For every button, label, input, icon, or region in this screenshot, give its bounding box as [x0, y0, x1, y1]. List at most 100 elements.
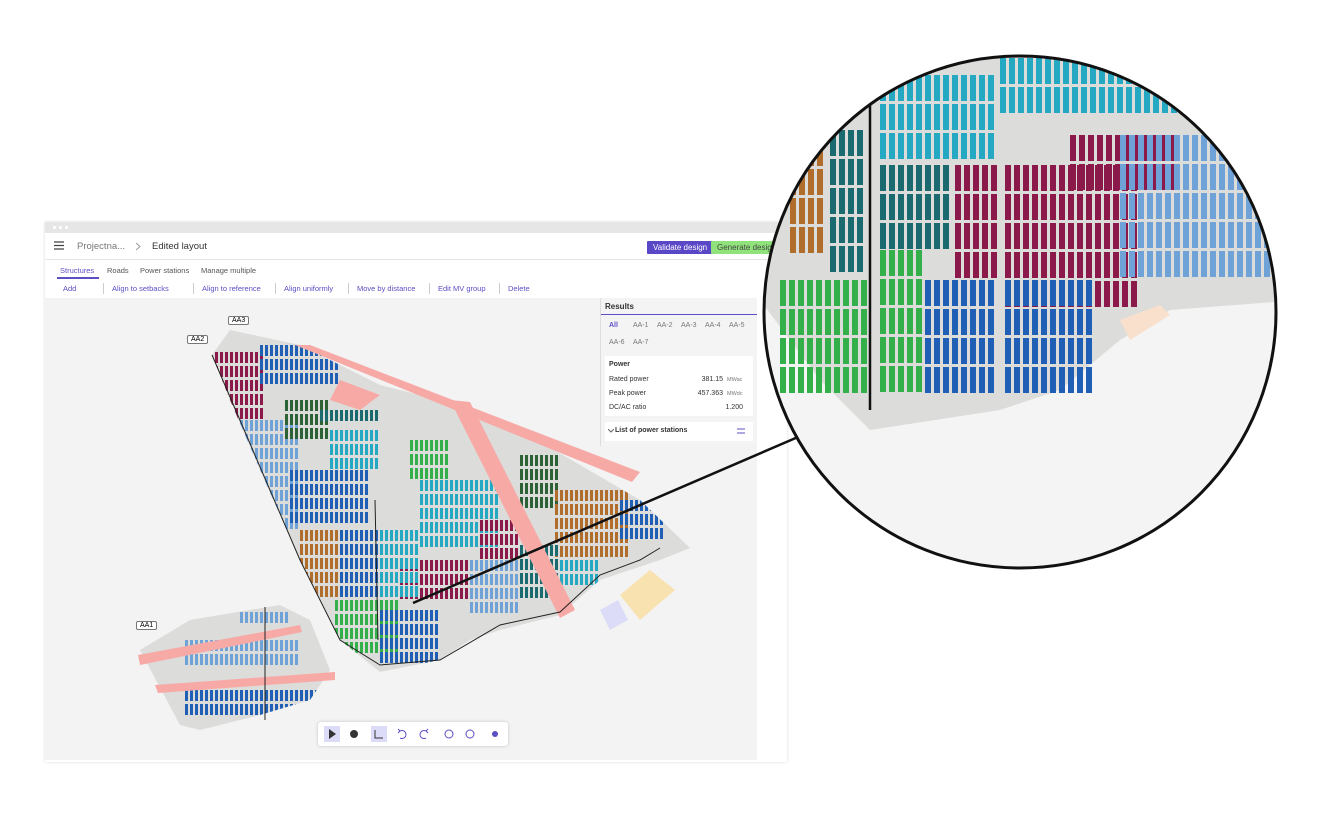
pv-table — [430, 454, 433, 465]
pv-table — [360, 470, 363, 481]
toolbar-button[interactable]: Edit MV group — [438, 284, 486, 293]
pv-table — [934, 104, 940, 130]
pv-table — [240, 420, 243, 431]
toolbar-button[interactable]: Align to setbacks — [112, 284, 169, 293]
pv-table — [245, 366, 248, 377]
generate-button[interactable]: Generate design — [711, 241, 783, 254]
pv-table — [420, 638, 423, 649]
toolbar-button[interactable]: Delete — [508, 284, 530, 293]
pv-table — [480, 574, 483, 585]
pv-table — [325, 470, 328, 481]
pv-table — [1219, 193, 1225, 219]
pv-table — [898, 308, 904, 334]
pan-tool[interactable] — [350, 730, 358, 738]
pv-table — [1041, 280, 1047, 306]
results-tab[interactable]: AA-7 — [633, 339, 649, 346]
pv-table — [505, 548, 508, 559]
pv-table — [430, 508, 433, 519]
pv-table — [625, 528, 628, 539]
results-tab[interactable]: AA-3 — [681, 322, 697, 329]
metric-value: 457.363 — [697, 390, 723, 397]
pv-table — [495, 494, 498, 505]
list-card[interactable]: List of power stations — [605, 422, 753, 441]
toolbar-button[interactable]: Move by distance — [357, 284, 416, 293]
pv-table — [1077, 367, 1083, 393]
pv-table — [1063, 87, 1069, 113]
pv-table — [1088, 164, 1094, 190]
validate-button[interactable]: Validate design — [647, 241, 714, 254]
pv-table — [335, 530, 338, 541]
pv-table — [365, 600, 368, 611]
pv-table — [310, 373, 313, 384]
pv-table — [979, 338, 985, 364]
select-tool[interactable] — [329, 729, 336, 739]
redo[interactable] — [419, 728, 429, 739]
pv-table — [375, 458, 378, 469]
project-name[interactable]: Projectna... — [77, 241, 126, 252]
center-tool[interactable] — [465, 729, 475, 739]
tab[interactable]: Roads — [107, 266, 129, 275]
pv-table — [215, 654, 218, 665]
undo[interactable] — [397, 728, 407, 739]
pv-table — [916, 133, 922, 159]
results-tab[interactable]: All — [609, 322, 618, 329]
area-label[interactable]: AA2 — [187, 335, 209, 344]
pv-table — [230, 380, 233, 391]
pv-table — [290, 373, 293, 384]
results-tab[interactable]: AA-6 — [609, 339, 625, 346]
pv-table — [385, 610, 388, 621]
menu-icon[interactable] — [54, 241, 64, 250]
pv-table — [1077, 338, 1083, 364]
pv-table — [405, 610, 408, 621]
pv-table — [330, 558, 333, 569]
pv-table — [595, 490, 598, 501]
pv-table — [898, 165, 904, 191]
pv-table — [1032, 280, 1038, 306]
pv-table — [430, 574, 433, 585]
results-tab[interactable]: AA-1 — [633, 322, 649, 329]
pv-table — [816, 367, 822, 393]
pv-table — [260, 448, 263, 459]
chevron — [608, 429, 614, 433]
tab[interactable]: Power stations — [140, 266, 190, 275]
pv-table — [265, 434, 268, 445]
tab[interactable]: Manage multiple — [201, 266, 257, 275]
pv-table — [410, 440, 413, 451]
pv-table — [295, 690, 298, 701]
pv-table — [295, 434, 298, 445]
results-tab[interactable]: AA-2 — [657, 322, 673, 329]
results-tab[interactable]: AA-5 — [729, 322, 745, 329]
focus-tool[interactable] — [492, 731, 498, 737]
area-label[interactable]: AA1 — [136, 621, 158, 630]
pv-table — [1050, 338, 1056, 364]
pv-table — [925, 280, 931, 306]
pv-table — [1174, 164, 1180, 190]
pv-table — [1086, 309, 1092, 335]
rotate-tool[interactable] — [444, 729, 454, 739]
pv-table — [415, 624, 418, 635]
pv-table — [405, 652, 408, 663]
tab[interactable]: Structures — [60, 266, 95, 275]
pv-table — [1032, 252, 1038, 278]
pv-table — [1023, 194, 1029, 220]
area-label[interactable]: AA3 — [228, 316, 250, 325]
list-title[interactable]: List of power stations — [615, 427, 688, 434]
toolbar-button[interactable]: Align uniformly — [284, 284, 334, 293]
pv-table — [395, 586, 398, 597]
toolbar-button[interactable]: Add — [63, 284, 77, 293]
pv-table — [355, 586, 358, 597]
pv-table — [625, 500, 628, 511]
pv-table — [285, 518, 288, 529]
results-tab[interactable]: AA-4 — [705, 322, 721, 329]
filter-icon[interactable] — [737, 428, 745, 435]
separator — [499, 283, 500, 294]
pv-table — [861, 338, 867, 364]
pv-table — [320, 558, 323, 569]
toolbar-button[interactable]: Align to reference — [202, 284, 261, 293]
pv-table — [943, 338, 949, 364]
pv-table — [360, 544, 363, 555]
snap-tool[interactable] — [371, 726, 387, 742]
pv-table — [320, 470, 323, 481]
pv-table — [265, 504, 268, 515]
pv-table — [500, 534, 503, 545]
